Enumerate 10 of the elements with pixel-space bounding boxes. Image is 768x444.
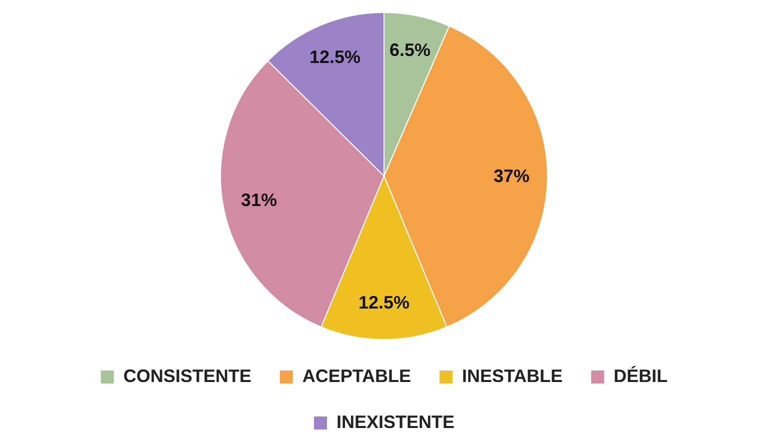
data-label: 37% xyxy=(494,166,530,186)
data-label: 6.5% xyxy=(389,40,431,60)
legend-label: INEXISTENTE xyxy=(336,412,455,432)
data-label: 31% xyxy=(240,190,277,210)
data-label: 12.5% xyxy=(309,47,360,68)
legend-label: ACEPTABLE xyxy=(302,366,412,386)
legend-label: DÉBIL xyxy=(614,366,668,386)
legend-label: INESTABLE xyxy=(462,366,563,386)
data-label: 12.5% xyxy=(358,292,410,312)
legend-label: CONSISTENTE xyxy=(123,366,252,386)
